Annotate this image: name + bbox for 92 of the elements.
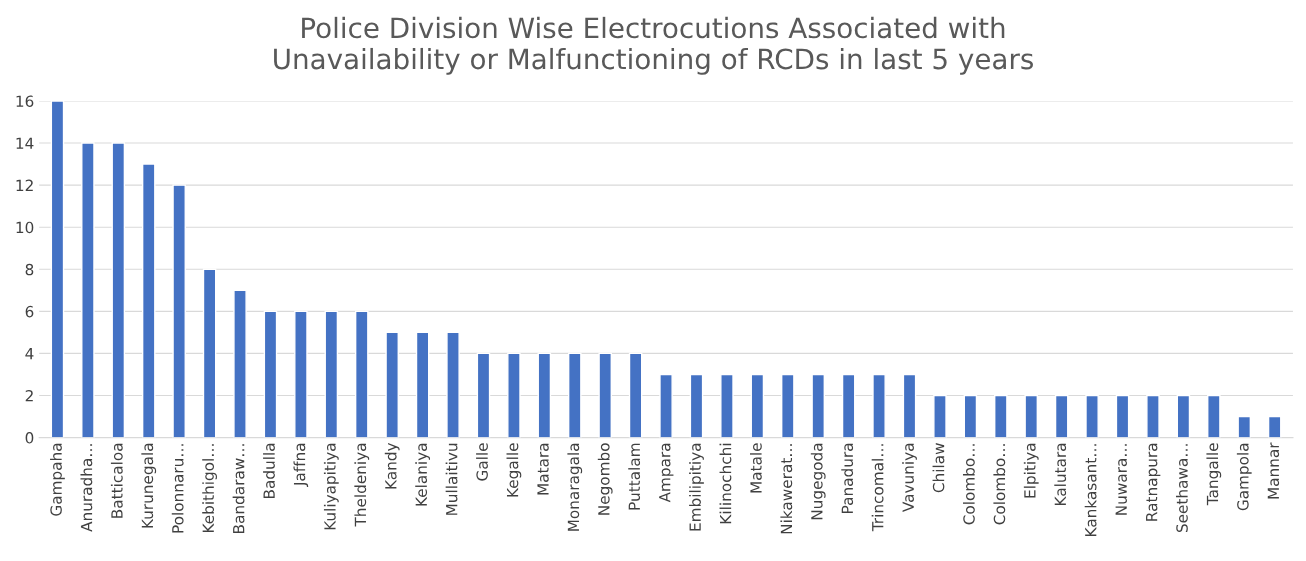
x-tick-label: Ampara <box>659 443 674 503</box>
x-tick-label: Kelaniya <box>415 443 430 506</box>
bar <box>963 394 978 438</box>
bar <box>476 352 491 438</box>
bar <box>1085 394 1099 438</box>
x-tick-label: Anuradha… <box>80 444 93 532</box>
bar <box>750 373 765 438</box>
x-tick-label: Kankasant… <box>1084 444 1097 536</box>
bar <box>385 331 399 438</box>
bar <box>446 331 460 438</box>
bar <box>415 331 430 438</box>
bar <box>689 373 704 438</box>
bar <box>1115 394 1130 438</box>
x-tick-label: Embilipitiya <box>689 443 704 531</box>
y-tick-label: 16 <box>16 95 34 107</box>
chart-title: Police Division Wise Electrocutions Associated with Unavailability or Malfunctioning of RCDs in last 5 years <box>274 16 1033 75</box>
bar <box>872 373 886 438</box>
bar <box>294 310 308 438</box>
x-tick-label: Elpitiya <box>1023 443 1039 498</box>
bar <box>324 310 339 438</box>
bar <box>659 373 673 438</box>
x-tick-label: Negombo <box>597 443 613 515</box>
x-tick-label: Kegalle <box>506 443 522 497</box>
x-tick-label: Gampaha <box>50 443 65 516</box>
bar <box>507 352 521 438</box>
bar <box>933 394 947 438</box>
y-tick-label: 0 <box>25 432 34 444</box>
y-tick-label: 6 <box>25 305 34 318</box>
x-tick-label: Batticaloa <box>110 443 123 518</box>
x-tick-label: Badulla <box>263 443 275 499</box>
bar <box>994 394 1008 438</box>
x-tick-label: Colombo… <box>962 444 975 525</box>
bar <box>1267 415 1282 438</box>
y-tick-label: 4 <box>25 348 34 360</box>
x-tick-label: Colombo… <box>993 444 1006 525</box>
bar <box>537 352 552 438</box>
bar <box>567 352 582 438</box>
x-tick-label: Gampola <box>1236 443 1252 511</box>
x-tick-label: Nuwara… <box>1115 444 1127 515</box>
x-tick-label: Kilinochchi <box>719 443 732 524</box>
bar <box>781 373 795 438</box>
x-tick-label: Mullaitivu <box>445 443 458 515</box>
x-tick-label: Kuliyapitiya <box>323 443 339 530</box>
bar <box>141 163 156 438</box>
x-tick-label: Kebithigol… <box>202 444 217 533</box>
bar <box>1054 394 1069 438</box>
bar <box>81 142 95 438</box>
x-tick-label: Puttalam <box>628 443 641 510</box>
x-tick-label: Trincomal… <box>871 444 884 532</box>
y-tick-label: 12 <box>16 179 33 191</box>
x-tick-label: Panadura <box>841 443 854 513</box>
y-tick-label: 10 <box>16 221 34 234</box>
bar <box>111 142 126 438</box>
x-tick-label: Matara <box>537 443 549 495</box>
bar <box>1146 394 1160 438</box>
y-tick-label: 8 <box>25 263 34 276</box>
x-tick-label: Vavuniya <box>902 443 917 513</box>
x-tick-label: Polonnaru… <box>171 444 184 533</box>
bar <box>902 373 917 438</box>
x-tick-label: Monaragala <box>567 443 583 531</box>
x-tick-label: Kurunegala <box>141 443 157 528</box>
bar <box>1237 415 1252 438</box>
x-tick-label: Kandy <box>384 442 400 489</box>
x-tick-label: Jaffna <box>293 443 309 487</box>
x-tick-label: Chilaw <box>932 443 945 493</box>
bar <box>172 184 186 438</box>
bar <box>263 310 278 438</box>
bar <box>598 352 612 438</box>
bar <box>50 100 65 438</box>
x-tick-label: Matale <box>749 443 762 493</box>
x-tick-label: Tangalle <box>1206 443 1222 506</box>
bar <box>720 373 734 438</box>
x-tick-label: Theldeniya <box>354 443 370 527</box>
bar <box>1176 394 1191 438</box>
x-tick-label: Kalutara <box>1054 443 1067 505</box>
bar <box>202 268 217 438</box>
bar <box>1207 394 1221 438</box>
x-tick-label: Seethawa… <box>1176 444 1188 533</box>
x-tick-label: Galle <box>476 443 488 481</box>
y-tick-label: 2 <box>25 389 33 402</box>
x-tick-label: Mannar <box>1267 442 1280 499</box>
bar <box>1024 394 1039 438</box>
y-tick-label: 14 <box>16 137 34 149</box>
bar <box>628 352 643 438</box>
bar <box>841 373 856 438</box>
bar <box>233 289 247 438</box>
x-tick-label: Nugegoda <box>810 443 826 520</box>
x-tick-label: Nikawerat… <box>780 444 793 534</box>
bar <box>811 373 825 438</box>
bar <box>354 310 369 438</box>
x-tick-label: Bandaraw… <box>232 444 245 533</box>
x-tick-label: Ratnapura <box>1146 443 1161 521</box>
